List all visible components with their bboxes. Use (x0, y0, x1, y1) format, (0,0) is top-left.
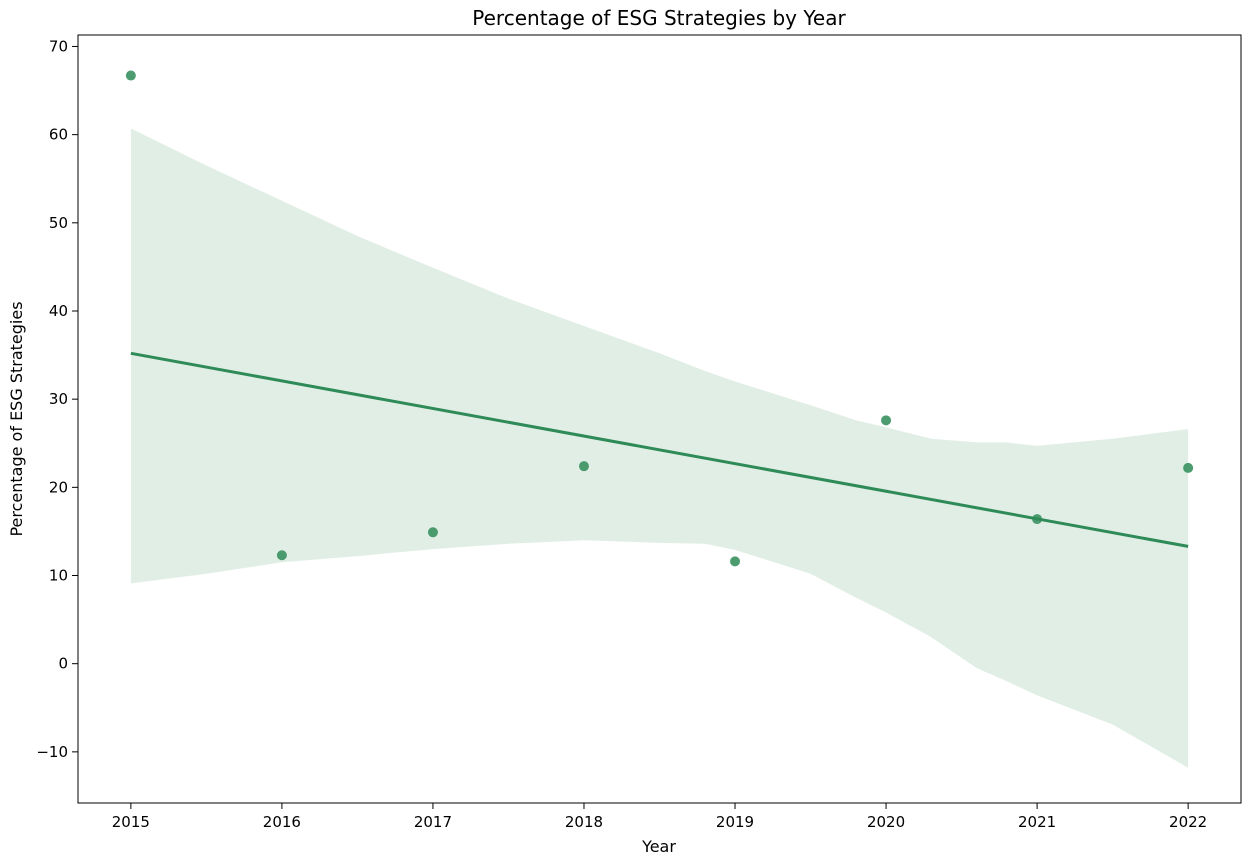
x-tick-label: 2022 (1169, 813, 1207, 831)
data-point (125, 70, 136, 81)
chart-title: Percentage of ESG Strategies by Year (472, 6, 846, 30)
x-tick-label: 2020 (867, 813, 905, 831)
data-point (427, 527, 438, 538)
x-tick-label: 2021 (1018, 813, 1056, 831)
y-tick-label: 30 (49, 390, 68, 408)
y-tick-label: 20 (49, 478, 68, 496)
y-tick-label: 70 (49, 37, 68, 55)
y-axis: −10 0 10 20 30 40 50 60 70 (36, 37, 78, 761)
x-tick-label: 2017 (414, 813, 452, 831)
x-axis: 2015 2016 2017 2018 2019 2020 2021 2022 (112, 803, 1207, 831)
data-point (276, 550, 287, 561)
confidence-band (130, 128, 1189, 768)
x-tick-label: 2016 (263, 813, 301, 831)
y-tick-label: 40 (49, 302, 68, 320)
y-tick-label: −10 (36, 743, 68, 761)
data-point (730, 556, 741, 567)
y-axis-label: Percentage of ESG Strategies (7, 301, 26, 536)
x-tick-label: 2018 (565, 813, 603, 831)
data-point (881, 415, 892, 426)
y-tick-label: 10 (49, 567, 68, 585)
y-tick-label: 0 (58, 655, 68, 673)
plot-frame (77, 34, 1242, 804)
data-point (578, 461, 589, 472)
data-point (1032, 514, 1043, 525)
data-point (1183, 462, 1194, 473)
x-axis-label: Year (641, 837, 676, 856)
y-tick-label: 60 (49, 126, 68, 144)
y-tick-label: 50 (49, 214, 68, 232)
x-tick-label: 2019 (716, 813, 754, 831)
x-tick-label: 2015 (112, 813, 150, 831)
regression-line (130, 351, 1189, 548)
plot-area (125, 70, 1194, 768)
